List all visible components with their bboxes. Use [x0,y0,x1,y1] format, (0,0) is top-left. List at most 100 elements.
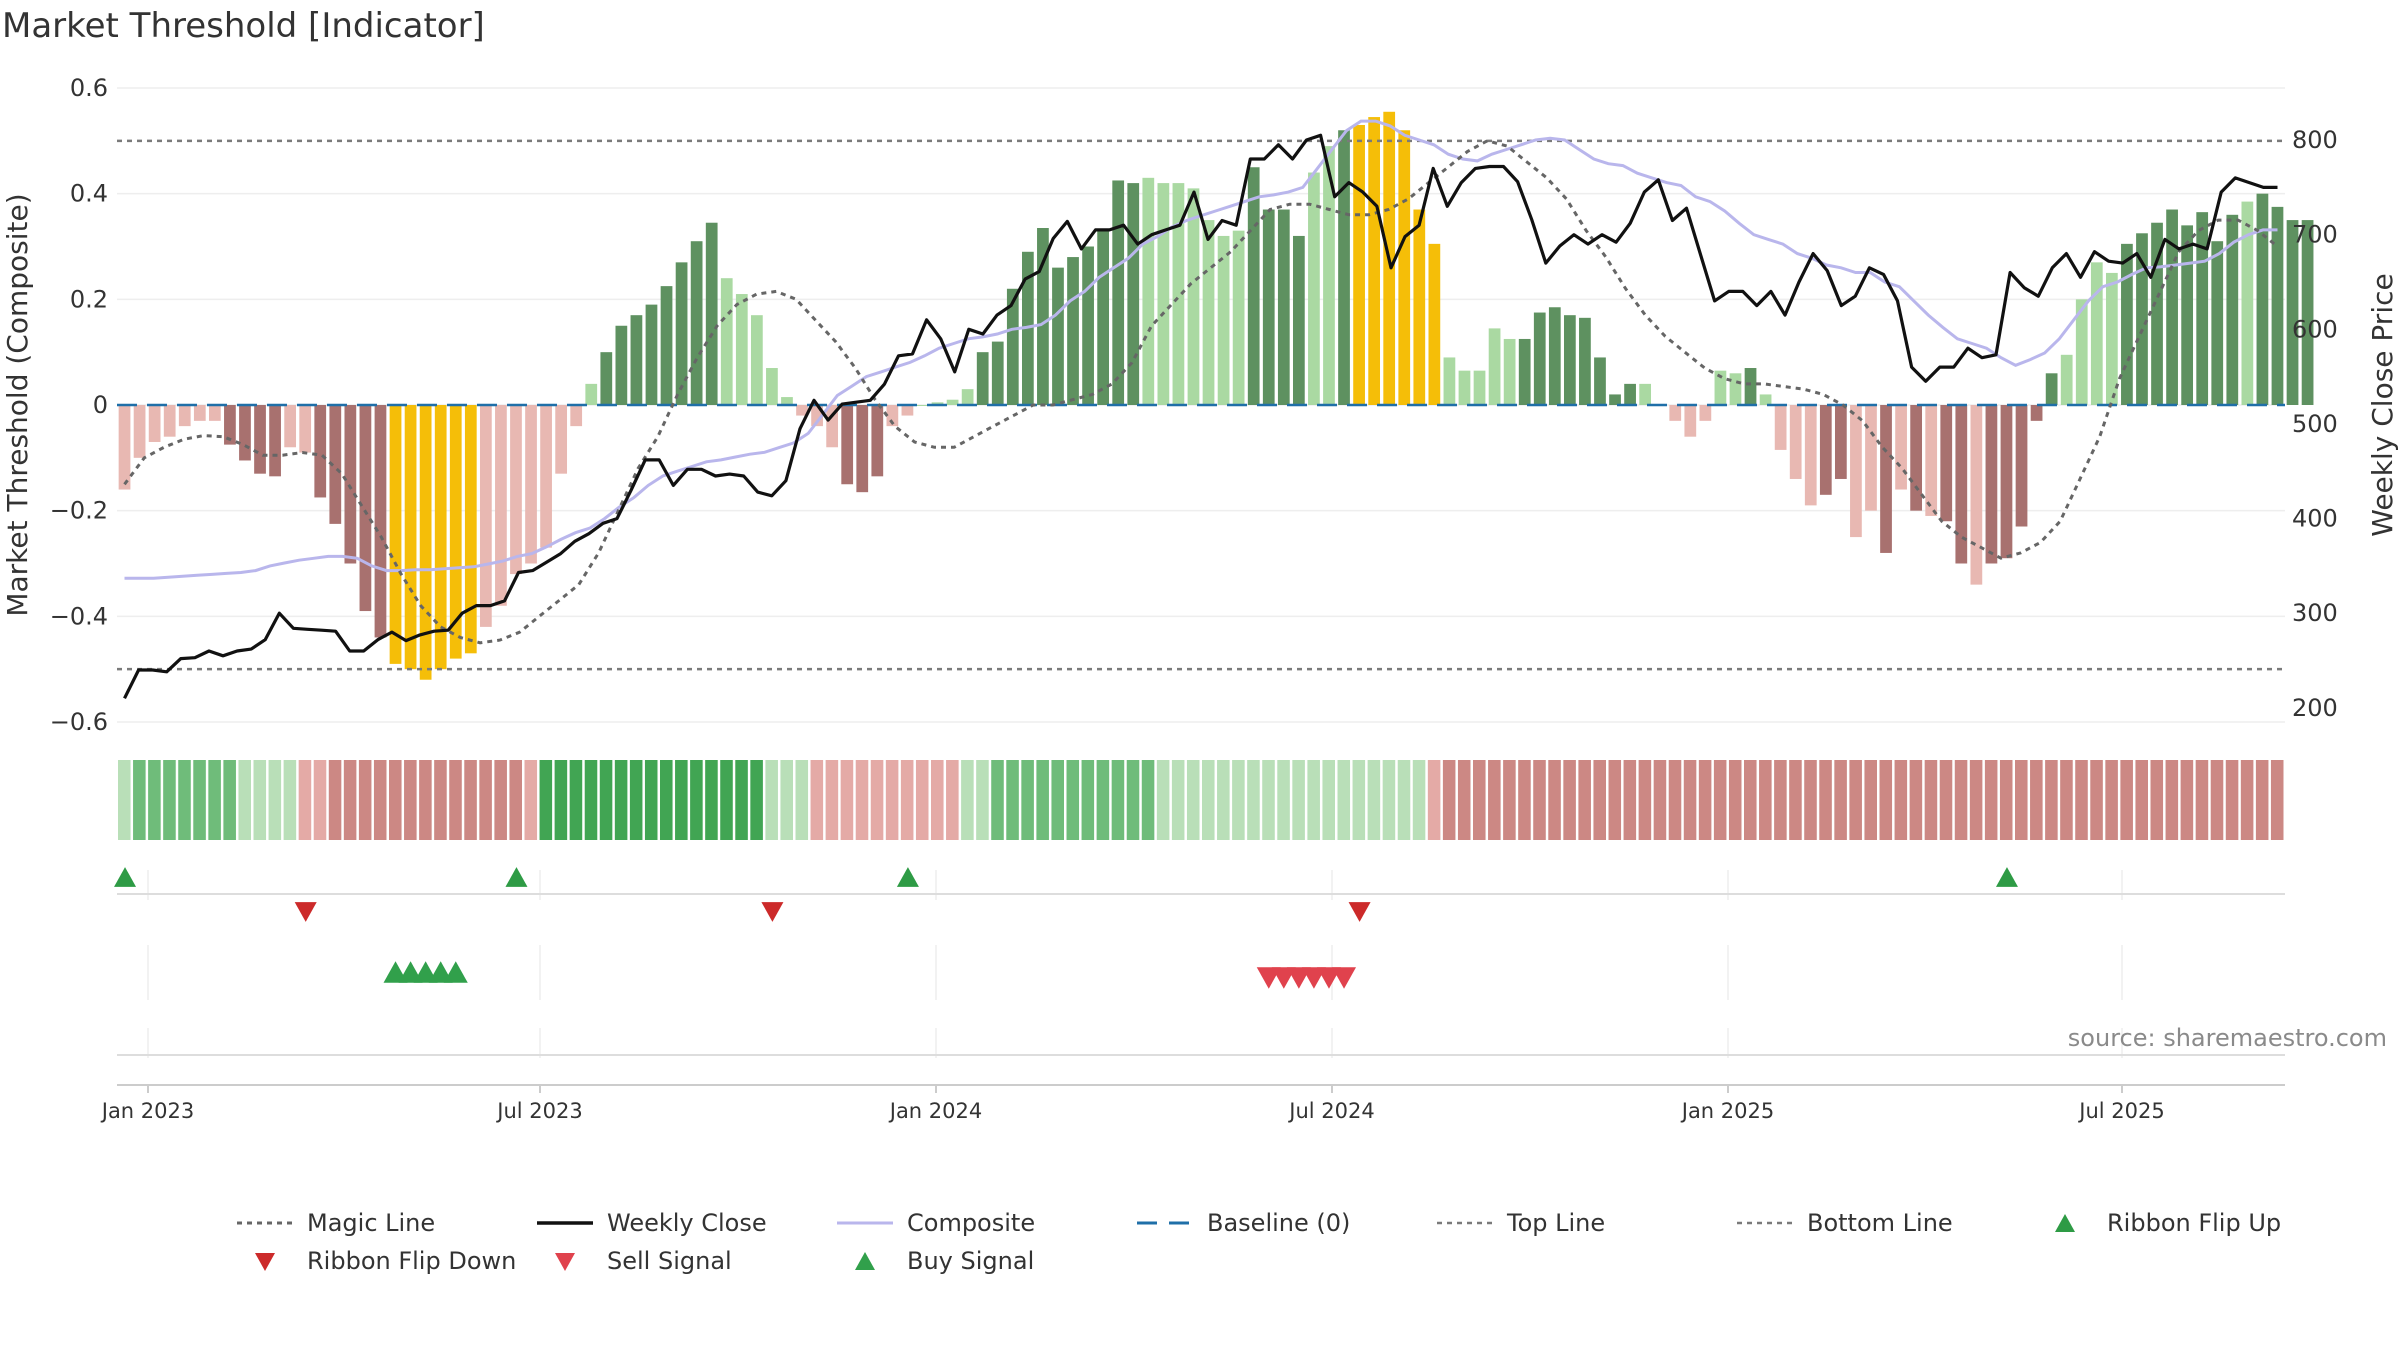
ribbon-cell [885,760,899,840]
ribbon-cell [1412,760,1426,840]
ribbon-cell [1578,760,1591,840]
ribbon-cell [2090,760,2103,840]
ribbon-flip-down-marker [294,902,317,922]
ribbon-cell [313,760,327,840]
ribbon-cell [1713,760,1727,840]
ribbon-flip-up-marker [1995,867,2018,887]
ribbon-cell [1623,760,1637,840]
composite-bar [1503,338,1516,405]
ribbon-cell [1608,760,1622,840]
composite-bar [2181,225,2194,405]
ribbon-cell [2225,760,2239,840]
composite-bar [2241,201,2254,405]
composite-line [124,119,2278,580]
composite-bar [2030,405,2043,421]
composite-bar [148,405,161,442]
legend-label: Ribbon Flip Up [2107,1209,2282,1237]
ribbon-cell [1653,760,1667,840]
composite-bar [2151,222,2163,405]
ribbon-cell [1849,760,1862,840]
ribbon-cell [1051,760,1064,840]
ribbon-cell [1156,760,1170,840]
ribbon-flip-up-marker [114,867,137,887]
ribbon-cell [479,760,492,840]
ribbon-cell [931,760,944,840]
composite-bar [1127,183,1140,405]
ribbon-cell [268,760,282,840]
ribbon-cell [780,760,793,840]
ribbon-cell [524,760,538,840]
ribbon-cell [599,760,613,840]
ribbon-cell [449,760,462,840]
ribbon-cell [1397,760,1411,840]
composite-bar [2226,214,2239,405]
composite-bar [419,405,432,680]
ribbon-cell [389,760,402,840]
composite-bar [856,405,869,493]
x-tick-label: Jan 2023 [100,1099,195,1123]
composite-bar [2090,262,2103,405]
chart-title: Market Threshold [Indicator] [2,6,485,46]
ribbon-cell [795,760,809,840]
ribbon-cell [1232,760,1245,840]
composite-bar [1970,405,1983,585]
y-right-axis-title: Weekly Close Price [2366,273,2399,536]
ribbon-cell [855,760,869,840]
ribbon-cell [2255,760,2269,840]
y-right-tick-label: 200 [2292,694,2338,722]
ribbon-cell [1533,760,1546,840]
legend-label: Baseline (0) [1207,1209,1351,1237]
buy-signal-marker [428,961,453,983]
ribbon-cell [1277,760,1290,840]
composite-bar [284,405,297,448]
composite-bar [1067,257,1079,405]
composite-bar [118,405,131,490]
composite-bar [2045,373,2058,405]
ribbon-cell [690,760,703,840]
legend-item-flip-down: Ribbon Flip Down [235,1243,516,1279]
ribbon-cell [1322,760,1335,840]
composite-bar [464,405,477,654]
legend-label: Buy Signal [907,1247,1035,1275]
legend-item-baseline: Baseline (0) [1135,1205,1350,1241]
composite-bar [1052,267,1064,405]
ribbon-cell [2180,760,2194,840]
legend-item-buy: Buy Signal [835,1243,1034,1279]
legend-label: Top Line [1507,1209,1606,1237]
composite-bar [479,405,492,627]
composite-bar [570,405,583,427]
ribbon-cell [2150,760,2164,840]
legend-item-sell: Sell Signal [535,1243,732,1279]
ribbon-cell [1759,760,1772,840]
ribbon-flip-down-marker [761,902,784,922]
composite-bar [2000,405,2013,559]
composite-bars [118,111,2314,680]
legend-item-flip-up: Ribbon Flip Up [2035,1205,2281,1241]
ribbon-cell [2075,760,2088,840]
legend-label: Magic Line [307,1209,436,1237]
ribbon-cell [915,760,929,840]
composite-bar [1774,405,1787,450]
legend-item-bottom: Bottom Line [1735,1205,1953,1241]
ribbon-cell [961,760,974,840]
ribbon-cell [644,760,658,840]
ribbon-cell [614,760,628,840]
composite-bar [871,405,884,477]
composite-bar [1398,130,1411,405]
ribbon-cell [765,760,778,840]
ribbon-cell [419,760,432,840]
ribbon-cell [2210,760,2224,840]
ribbon-cell [584,760,598,840]
composite-bar [1940,405,1953,522]
composite-bar [781,397,793,405]
composite-bar [585,383,598,405]
ribbon-cell [750,760,763,840]
ribbon-cell [1066,760,1080,840]
composite-bar [254,405,266,474]
composite-bar [991,341,1004,405]
ribbon-cell [1262,760,1275,840]
ribbon-cell [1744,760,1757,840]
composite-bar [916,405,929,406]
composite-bar [389,405,402,664]
ribbon-cell [1457,760,1471,840]
